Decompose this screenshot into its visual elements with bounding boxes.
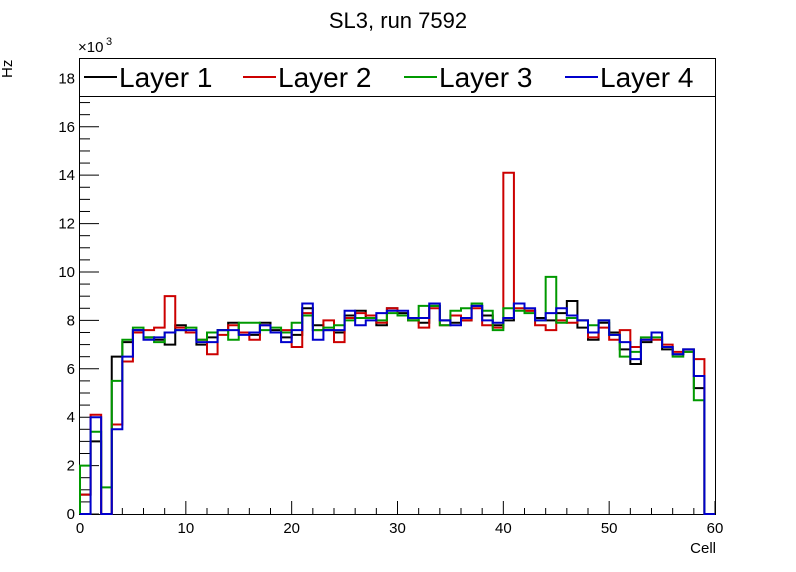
legend-label-layer-4: Layer 4 <box>600 62 693 93</box>
x-tick-label: 30 <box>389 520 406 537</box>
series-line-layer-4 <box>80 302 715 515</box>
y-tick-label: 0 <box>67 506 75 523</box>
y-tick-label: 12 <box>58 216 75 233</box>
legend-box <box>79 58 716 97</box>
y-tick-label: 4 <box>67 409 75 426</box>
x-tick-label: 50 <box>601 520 618 537</box>
y-tick-label: 14 <box>58 167 75 184</box>
x-tick-labels: 0 10 20 30 40 50 60 <box>76 520 724 537</box>
axis-ticks <box>79 77 716 515</box>
y-axis-label: Hz <box>0 60 16 78</box>
chart-title: SL3, run 7592 <box>329 8 467 33</box>
y-tick-label: 2 <box>67 458 75 475</box>
y-tick-label: 16 <box>58 119 75 136</box>
legend-label-layer-3: Layer 3 <box>439 62 532 93</box>
plot-frame <box>79 58 716 515</box>
x-tick-label: 60 <box>707 520 724 537</box>
x-tick-label: 20 <box>283 520 300 537</box>
y-tick-labels: 0 2 4 6 8 10 12 14 16 18 <box>58 70 75 523</box>
legend: Layer 1 Layer 2 Layer 3 Layer 4 <box>79 58 716 97</box>
y-tick-label: 8 <box>67 312 75 329</box>
legend-label-layer-2: Layer 2 <box>278 62 371 93</box>
y-tick-label: 6 <box>67 361 75 378</box>
legend-label-layer-1: Layer 1 <box>119 62 212 93</box>
series-group <box>79 171 715 515</box>
series-line-layer-2 <box>79 171 715 515</box>
legend-items: Layer 1 Layer 2 Layer 3 Layer 4 <box>84 62 693 93</box>
x-tick-label: 0 <box>76 520 84 537</box>
y-exponent-base: ×10 <box>78 39 103 56</box>
y-tick-label: 18 <box>58 70 75 87</box>
y-exponent: ×10 3 <box>78 36 112 56</box>
x-tick-label: 40 <box>495 520 512 537</box>
y-tick-label: 10 <box>58 264 75 281</box>
y-exponent-power: 3 <box>106 36 112 48</box>
x-axis-label: Cell <box>690 540 716 557</box>
x-tick-label: 10 <box>177 520 194 537</box>
